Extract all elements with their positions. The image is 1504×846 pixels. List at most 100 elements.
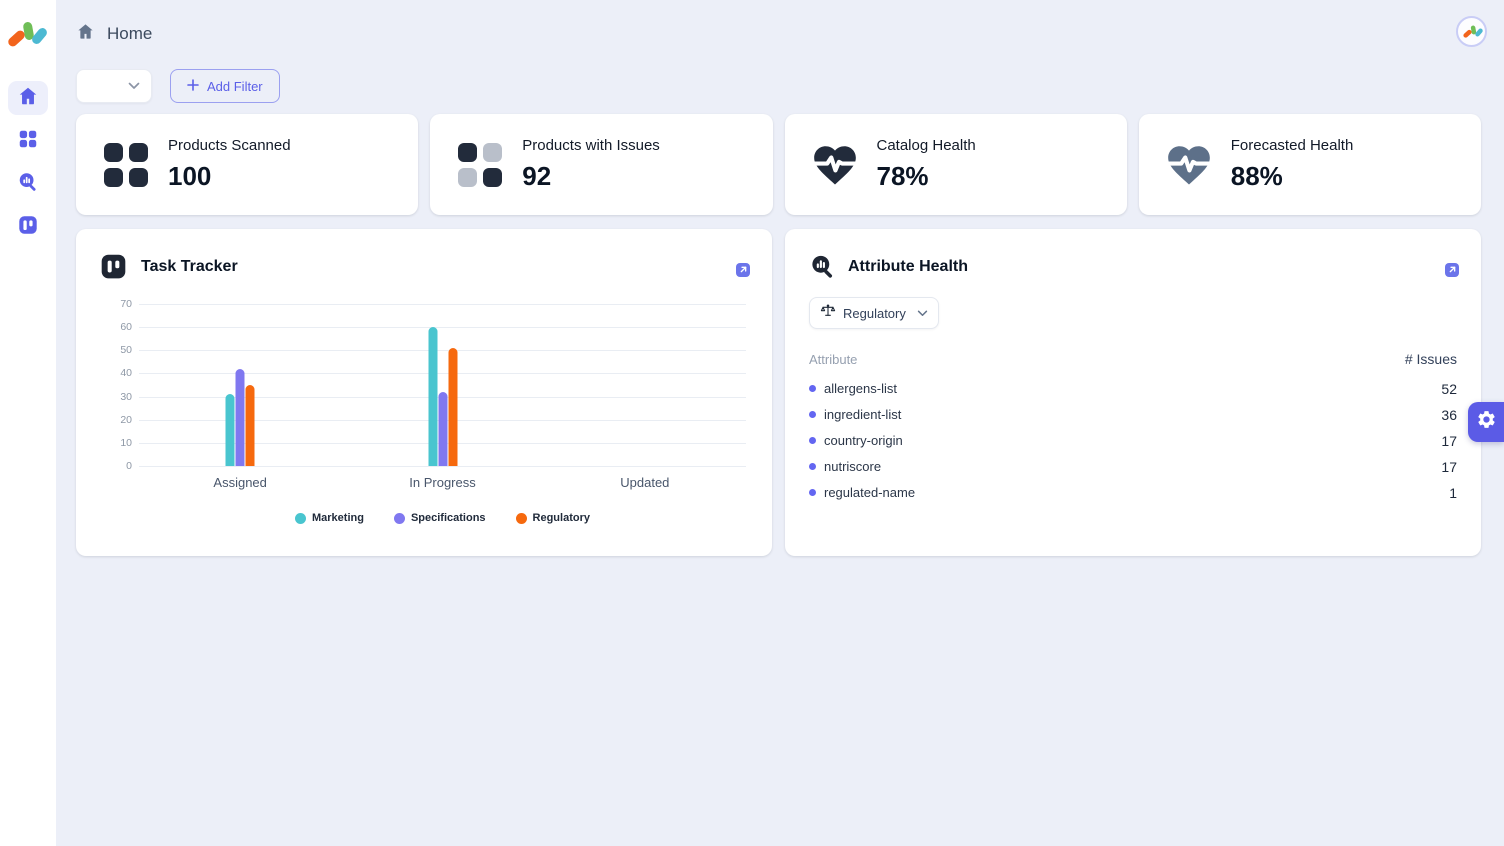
- attribute-issues-count: 36: [1441, 406, 1457, 423]
- x-axis-label: In Progress: [409, 475, 476, 490]
- attribute-rows: allergens-list 52 ingredient-list 36 country…: [809, 377, 1457, 504]
- attribute-name: ingredient-list: [809, 407, 901, 422]
- legend-item-marketing[interactable]: Marketing: [294, 512, 364, 524]
- filter-bar: Add Filter: [76, 69, 1481, 103]
- legend-item-specifications[interactable]: Specifications: [393, 512, 486, 524]
- sidebar-item-apps[interactable]: [8, 124, 48, 158]
- external-link-icon: [1448, 261, 1457, 279]
- task-tracker-plot: 0 10 20 30 40 50 60 70 Assigned In Progress Update…: [120, 298, 746, 490]
- bullet-icon: [809, 489, 816, 496]
- y-axis-tick: 20: [120, 413, 132, 426]
- app-logo-icon: [6, 20, 49, 50]
- filter-dropdown[interactable]: [76, 69, 152, 103]
- attribute-name: regulated-name: [809, 485, 915, 500]
- legend-label: Marketing: [311, 512, 364, 524]
- column-header-issues: # Issues: [1404, 351, 1457, 367]
- y-axis-tick: 30: [120, 390, 132, 403]
- task-tracker-card: Task Tracker 0 10 20 30 40 50 60 70 Assigned In P…: [76, 229, 772, 556]
- home-icon: [17, 85, 39, 112]
- legend-label: Regulatory: [532, 512, 590, 524]
- stat-card-forecasted-health: Forecasted Health 88%: [1138, 114, 1481, 215]
- legend-dot: [294, 512, 306, 524]
- attribute-row-allergens-list[interactable]: allergens-list 52: [809, 377, 1457, 400]
- attribute-issues-count: 17: [1441, 458, 1457, 475]
- legend-item-regulatory[interactable]: Regulatory: [515, 512, 590, 524]
- chart-legend: Marketing Specifications Regulatory: [139, 512, 746, 524]
- attribute-name: nutriscore: [809, 459, 881, 474]
- sidebar-item-home[interactable]: [8, 81, 48, 115]
- search-analytics-icon: [17, 171, 39, 198]
- stat-value: 88%: [1230, 161, 1283, 191]
- add-filter-button[interactable]: Add Filter: [170, 69, 280, 103]
- attribute-row-regulated-name[interactable]: regulated-name 1: [809, 481, 1457, 504]
- chevron-down-icon: [917, 304, 928, 322]
- attribute-issues-count: 52: [1441, 380, 1457, 397]
- chart-gridline: [139, 327, 746, 329]
- bar-group-updated: [630, 304, 659, 466]
- y-axis-tick: 10: [120, 436, 132, 449]
- gear-icon: [1476, 409, 1497, 435]
- breadcrumb-home-icon: [76, 22, 95, 46]
- chart-gridline: [139, 373, 746, 375]
- stat-card-catalog-health: Catalog Health 78%: [784, 114, 1127, 215]
- page-title: Home: [107, 24, 153, 43]
- sidebar-item-board[interactable]: [8, 210, 48, 244]
- attribute-health-title: Attribute Health: [848, 257, 968, 275]
- assistant-badge-button[interactable]: [1456, 16, 1487, 47]
- stat-value: 78%: [876, 161, 929, 191]
- settings-button[interactable]: [1468, 402, 1504, 442]
- legend-dot: [515, 512, 527, 524]
- attribute-table: Attribute # Issues allergens-list 52 ingre…: [809, 351, 1457, 504]
- kanban-board-icon: [17, 214, 39, 241]
- main-content: Home Add Filter Products Scanned 100: [56, 0, 1504, 556]
- task-tracker-icon: [100, 253, 127, 280]
- y-axis-tick: 70: [120, 298, 132, 310]
- attribute-type-dropdown[interactable]: Regulatory: [809, 297, 939, 329]
- attribute-row-nutriscore[interactable]: nutriscore 17: [809, 455, 1457, 478]
- x-axis-label: Assigned: [213, 475, 267, 490]
- bullet-icon: [809, 437, 816, 444]
- y-axis-tick: 60: [120, 321, 132, 334]
- plus-icon: [187, 78, 199, 94]
- attribute-health-card: Attribute Health Regulatory Attribute # …: [785, 229, 1481, 556]
- stat-label: Forecasted Health: [1230, 137, 1354, 154]
- sidebar-item-insights[interactable]: [8, 167, 48, 201]
- stat-cards-row: Products Scanned 100 Products with Issue…: [76, 114, 1481, 215]
- legend-dot: [393, 512, 405, 524]
- grid-dark-icon: [100, 140, 152, 190]
- chart-gridline: [139, 466, 746, 467]
- bar-specifications[interactable]: [438, 391, 447, 466]
- chevron-down-icon: [128, 77, 140, 95]
- stat-label: Products with Issues: [522, 137, 660, 154]
- attribute-name: country-origin: [809, 433, 903, 448]
- chart-gridline: [139, 304, 746, 305]
- y-axis-tick: 50: [120, 344, 132, 357]
- scale-icon: [820, 303, 836, 324]
- task-tracker-chart: 0 10 20 30 40 50 60 70 Assigned In Progress Update…: [100, 298, 748, 524]
- bullet-icon: [809, 385, 816, 392]
- task-tracker-expand-button[interactable]: [736, 263, 750, 277]
- y-axis-tick: 40: [120, 367, 132, 380]
- bar-specifications[interactable]: [235, 368, 245, 466]
- breadcrumb: Home: [76, 22, 1481, 46]
- heart-pulse-slate-icon: [1163, 140, 1215, 190]
- attribute-type-value: Regulatory: [843, 305, 906, 321]
- stat-value: 100: [168, 161, 212, 191]
- attribute-issues-count: 1: [1449, 484, 1457, 501]
- stat-label: Catalog Health: [876, 137, 976, 154]
- stat-label: Products Scanned: [168, 137, 291, 154]
- attribute-row-ingredient-list[interactable]: ingredient-list 36: [809, 403, 1457, 426]
- bar-regulatory[interactable]: [448, 347, 457, 466]
- bar-regulatory[interactable]: [245, 385, 255, 466]
- bullet-icon: [809, 463, 816, 470]
- attribute-row-country-origin[interactable]: country-origin 17: [809, 429, 1457, 452]
- bar-marketing[interactable]: [225, 394, 235, 466]
- grid-checker-icon: [454, 140, 506, 190]
- attribute-health-expand-button[interactable]: [1445, 263, 1459, 277]
- bar-marketing[interactable]: [428, 327, 437, 466]
- attribute-health-icon: [809, 253, 836, 280]
- task-tracker-title: Task Tracker: [141, 257, 238, 275]
- grid-icon: [17, 128, 39, 155]
- bar-group-in-progress: [428, 304, 457, 466]
- add-filter-label: Add Filter: [207, 78, 263, 94]
